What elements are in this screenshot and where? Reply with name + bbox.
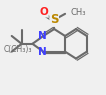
Text: N: N xyxy=(38,31,47,41)
Text: N: N xyxy=(38,47,47,57)
Text: CH₃: CH₃ xyxy=(70,8,86,17)
Text: C(CH₃)₃: C(CH₃)₃ xyxy=(3,45,32,54)
Text: O: O xyxy=(39,7,48,17)
Text: S: S xyxy=(50,13,58,26)
